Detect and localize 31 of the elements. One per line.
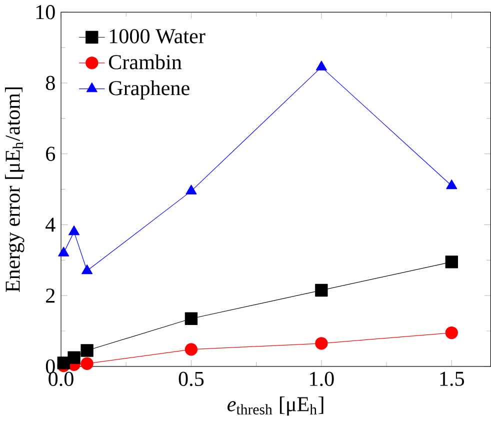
legend-label: Crambin — [108, 54, 182, 70]
y-tick-label: 10 — [36, 5, 55, 20]
point — [315, 284, 328, 297]
y-axis-title: Energy error [μE$_{h}$/atom] — [5, 88, 24, 292]
point — [82, 264, 93, 274]
x-tick-label: 0.0 — [48, 372, 74, 386]
point — [315, 337, 328, 350]
point — [58, 246, 70, 257]
point — [445, 326, 458, 340]
x-axis-title: e$_{thresh}$ [μE$_{h}$] — [228, 396, 324, 416]
x-tick-label: 1.0 — [310, 372, 334, 386]
point — [80, 344, 94, 358]
legend-label: 1000 Water — [110, 29, 206, 44]
y-tick-label: 2 — [46, 288, 55, 303]
y-tick-label: 0 — [46, 359, 55, 374]
point — [446, 180, 458, 190]
point — [184, 312, 198, 326]
x-tick-label: 0.5 — [178, 372, 204, 386]
y-tick-label: 4 — [46, 218, 56, 232]
point — [68, 351, 80, 364]
x-tick-label: 1.5 — [440, 372, 464, 386]
point — [316, 60, 327, 71]
point — [186, 184, 197, 195]
y-tick-label: 6 — [46, 146, 56, 162]
point — [57, 356, 70, 370]
point — [68, 226, 80, 236]
legend-label: Graphene — [108, 80, 190, 100]
point — [80, 357, 94, 370]
y-tick-label: 8 — [46, 76, 55, 90]
point — [184, 343, 198, 356]
point — [445, 256, 458, 268]
